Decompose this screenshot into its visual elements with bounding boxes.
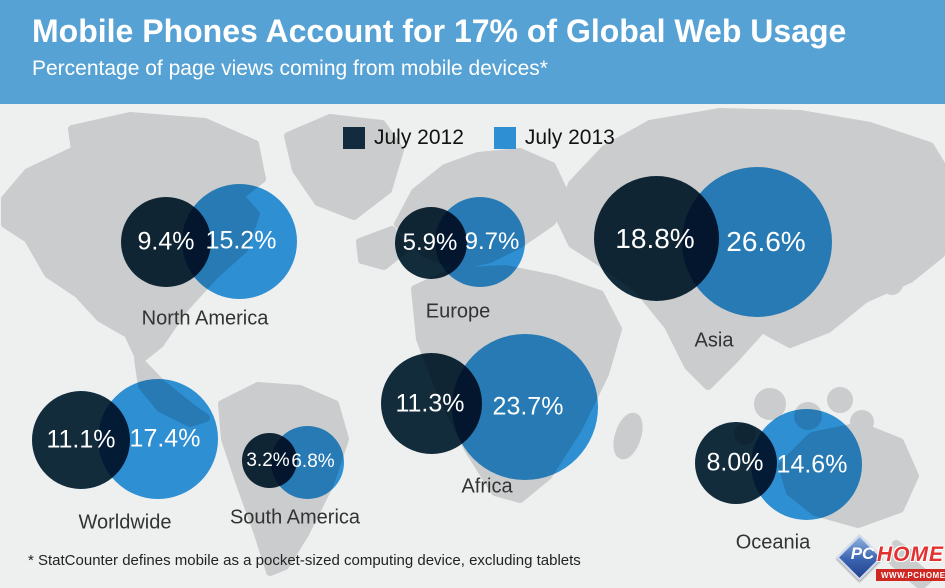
legend-swatch-july-2012 xyxy=(343,127,365,149)
legend-label-july-2012: July 2012 xyxy=(374,126,464,149)
value-label-july2012-asia: 18.8% xyxy=(615,223,695,254)
footnote: * StatCounter defines mobile as a pocket… xyxy=(28,552,581,569)
value-label-july2012-africa: 11.3% xyxy=(395,389,465,418)
bubble-july2013-europe xyxy=(435,197,525,287)
page-subtitle: Percentage of page views coming from mob… xyxy=(32,56,548,80)
bubble-july2013-worldwide xyxy=(98,379,218,499)
bubble-july2013-north-america xyxy=(182,184,297,299)
legend: July 2012 July 2013 xyxy=(343,126,615,150)
region-label-south-america: South America xyxy=(229,506,361,529)
pchome-watermark: PC HOME WWW.PCHOME.NET xyxy=(836,534,945,588)
value-label-july2012-north-america: 9.4% xyxy=(137,227,195,256)
region-label-worldwide: Worldwide xyxy=(78,511,172,534)
value-label-july2013-worldwide: 17.4% xyxy=(129,424,201,453)
region-label-europe: Europe xyxy=(425,300,491,323)
legend-swatch-july-2013 xyxy=(493,127,516,149)
value-label-july2012-worldwide: 11.1% xyxy=(46,425,116,454)
legend-item-july-2012: July 2012 xyxy=(343,126,464,150)
page-title: Mobile Phones Account for 17% of Global … xyxy=(32,13,847,49)
value-label-july2013-asia: 26.6% xyxy=(726,226,806,257)
pchome-logo-pc: PC xyxy=(850,544,875,563)
value-label-july2012-oceania: 8.0% xyxy=(706,448,764,477)
bubble-july2013-africa xyxy=(452,334,598,480)
legend-item-july-2013: July 2013 xyxy=(493,126,615,150)
pchome-logo-home: HOME xyxy=(877,543,944,566)
pchome-url: WWW.PCHOME.NET xyxy=(876,569,945,581)
bubble-july2013-south-america xyxy=(271,426,344,499)
value-label-july2012-europe: 5.9% xyxy=(402,229,458,256)
value-label-july2013-south-america: 6.8% xyxy=(291,451,335,472)
region-label-north-america: North America xyxy=(141,307,269,330)
value-label-july2012-south-america: 3.2% xyxy=(246,450,290,471)
region-label-asia: Asia xyxy=(694,329,734,352)
header-band: Mobile Phones Account for 17% of Global … xyxy=(0,0,945,104)
value-label-july2013-north-america: 15.2% xyxy=(205,226,277,255)
region-label-oceania: Oceania xyxy=(735,531,811,554)
value-label-july2013-europe: 9.7% xyxy=(464,228,520,255)
bubble-july2013-oceania xyxy=(751,409,862,520)
legend-label-july-2013: July 2013 xyxy=(524,126,615,149)
value-label-july2013-africa: 23.7% xyxy=(492,392,564,421)
chart-area: July 2012 July 2013 9.4% 15.2% 5.9% 9.7%… xyxy=(0,104,945,588)
region-label-africa: Africa xyxy=(461,475,513,498)
value-label-july2013-oceania: 14.6% xyxy=(776,450,848,479)
bubble-july2013-asia xyxy=(682,167,832,317)
